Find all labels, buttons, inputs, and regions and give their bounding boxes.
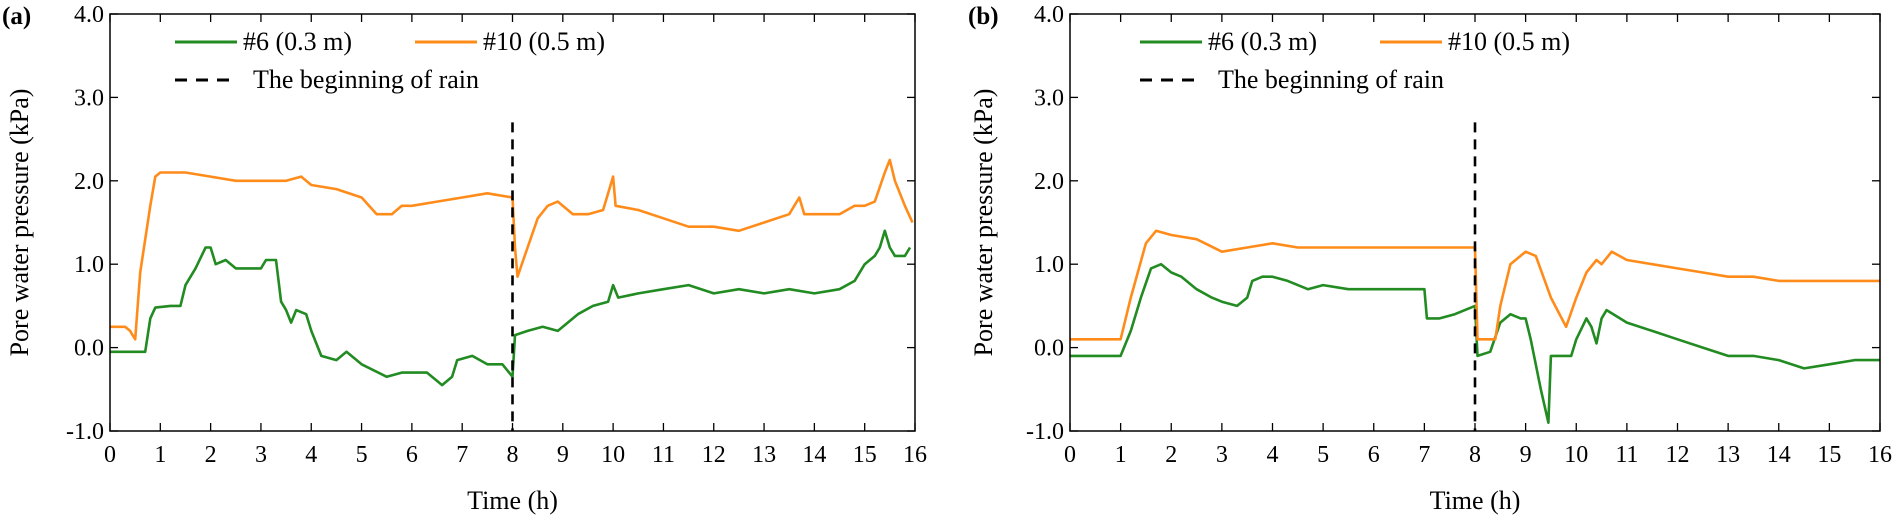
panel-label: (b) xyxy=(968,3,999,30)
legend-label-10: #10 (0.5 m) xyxy=(1448,27,1570,56)
x-tick-label: 12 xyxy=(1666,442,1690,468)
x-tick-label: 4 xyxy=(1267,442,1279,468)
panel-label: (a) xyxy=(2,3,31,30)
x-tick-label: 15 xyxy=(1817,442,1841,468)
x-tick-label: 2 xyxy=(205,442,217,468)
y-tick-label: 4.0 xyxy=(74,2,104,28)
x-tick-label: 9 xyxy=(1520,442,1532,468)
x-tick-label: 3 xyxy=(255,442,267,468)
series-line-6 xyxy=(1070,262,1880,424)
x-tick-label: 11 xyxy=(652,442,675,468)
chart-panel-a: (a)-1.00.01.02.03.04.00 1 2 3 4 5 6 7 8 9 10 11 12 13… xyxy=(2,2,927,515)
legend-label-10: #10 (0.5 m) xyxy=(483,27,605,56)
y-tick-label: -1.0 xyxy=(66,419,104,445)
plot-frame xyxy=(109,13,916,432)
x-tick-label: 2 xyxy=(1165,442,1177,468)
y-axis-title: Pore water pressure (kPa) xyxy=(969,89,998,357)
x-tick-label: 7 xyxy=(456,442,468,468)
series-line-10 xyxy=(1070,229,1880,341)
y-tick-label: -1.0 xyxy=(1026,419,1064,445)
x-tick-label: 1 xyxy=(154,442,166,468)
x-tick-label: 6 xyxy=(1368,442,1380,468)
y-tick-label: 3.0 xyxy=(1034,85,1064,111)
y-tick-label: 0.0 xyxy=(74,336,104,362)
y-tick-label: 1.0 xyxy=(1034,252,1064,278)
x-tick-label: 7 xyxy=(1418,442,1430,468)
x-tick-label: 14 xyxy=(802,442,826,468)
x-tick-label: 9 xyxy=(557,442,569,468)
x-tick-label: 14 xyxy=(1767,442,1791,468)
x-tick-label: 3 xyxy=(1216,442,1228,468)
x-axis-title: Time (h) xyxy=(1430,486,1521,515)
y-tick-label: 3.0 xyxy=(74,85,104,111)
x-axis-title: Time (h) xyxy=(467,486,558,515)
x-tick-label: 13 xyxy=(752,442,776,468)
x-tick-label: 16 xyxy=(1868,442,1892,468)
y-axis-title: Pore water pressure (kPa) xyxy=(5,89,34,357)
x-tick-label: 10 xyxy=(1564,442,1588,468)
x-tick-label: 16 xyxy=(903,442,927,468)
x-tick-label: 11 xyxy=(1615,442,1638,468)
x-tick-label: 8 xyxy=(507,442,519,468)
series-line-10 xyxy=(110,158,914,341)
x-tick-label: 5 xyxy=(356,442,368,468)
plot-frame xyxy=(1069,13,1881,432)
y-tick-label: 0.0 xyxy=(1034,336,1064,362)
x-tick-label: 5 xyxy=(1317,442,1329,468)
x-tick-label: 10 xyxy=(601,442,625,468)
x-tick-label: 6 xyxy=(406,442,418,468)
x-tick-label: 15 xyxy=(853,442,877,468)
x-tick-label: 12 xyxy=(702,442,726,468)
legend-label-rain: The beginning of rain xyxy=(253,65,479,94)
legend-label-rain: The beginning of rain xyxy=(1218,65,1444,94)
y-tick-label: 1.0 xyxy=(74,252,104,278)
x-tick-label: 4 xyxy=(305,442,317,468)
legend-label-6: #6 (0.3 m) xyxy=(1208,27,1317,56)
series-line-6 xyxy=(110,229,912,387)
y-tick-label: 2.0 xyxy=(1034,169,1064,195)
x-tick-label: 0 xyxy=(1064,442,1076,468)
y-tick-label: 2.0 xyxy=(74,169,104,195)
x-tick-label: 0 xyxy=(104,442,116,468)
legend-label-6: #6 (0.3 m) xyxy=(243,27,352,56)
x-tick-label: 1 xyxy=(1115,442,1127,468)
chart-panel-b: (b)-1.00.01.02.03.04.00 1 2 3 4 5 6 7 8 9 10 11 12 13… xyxy=(968,2,1892,515)
y-tick-label: 4.0 xyxy=(1034,2,1064,28)
x-tick-label: 8 xyxy=(1469,442,1481,468)
x-tick-label: 13 xyxy=(1716,442,1740,468)
